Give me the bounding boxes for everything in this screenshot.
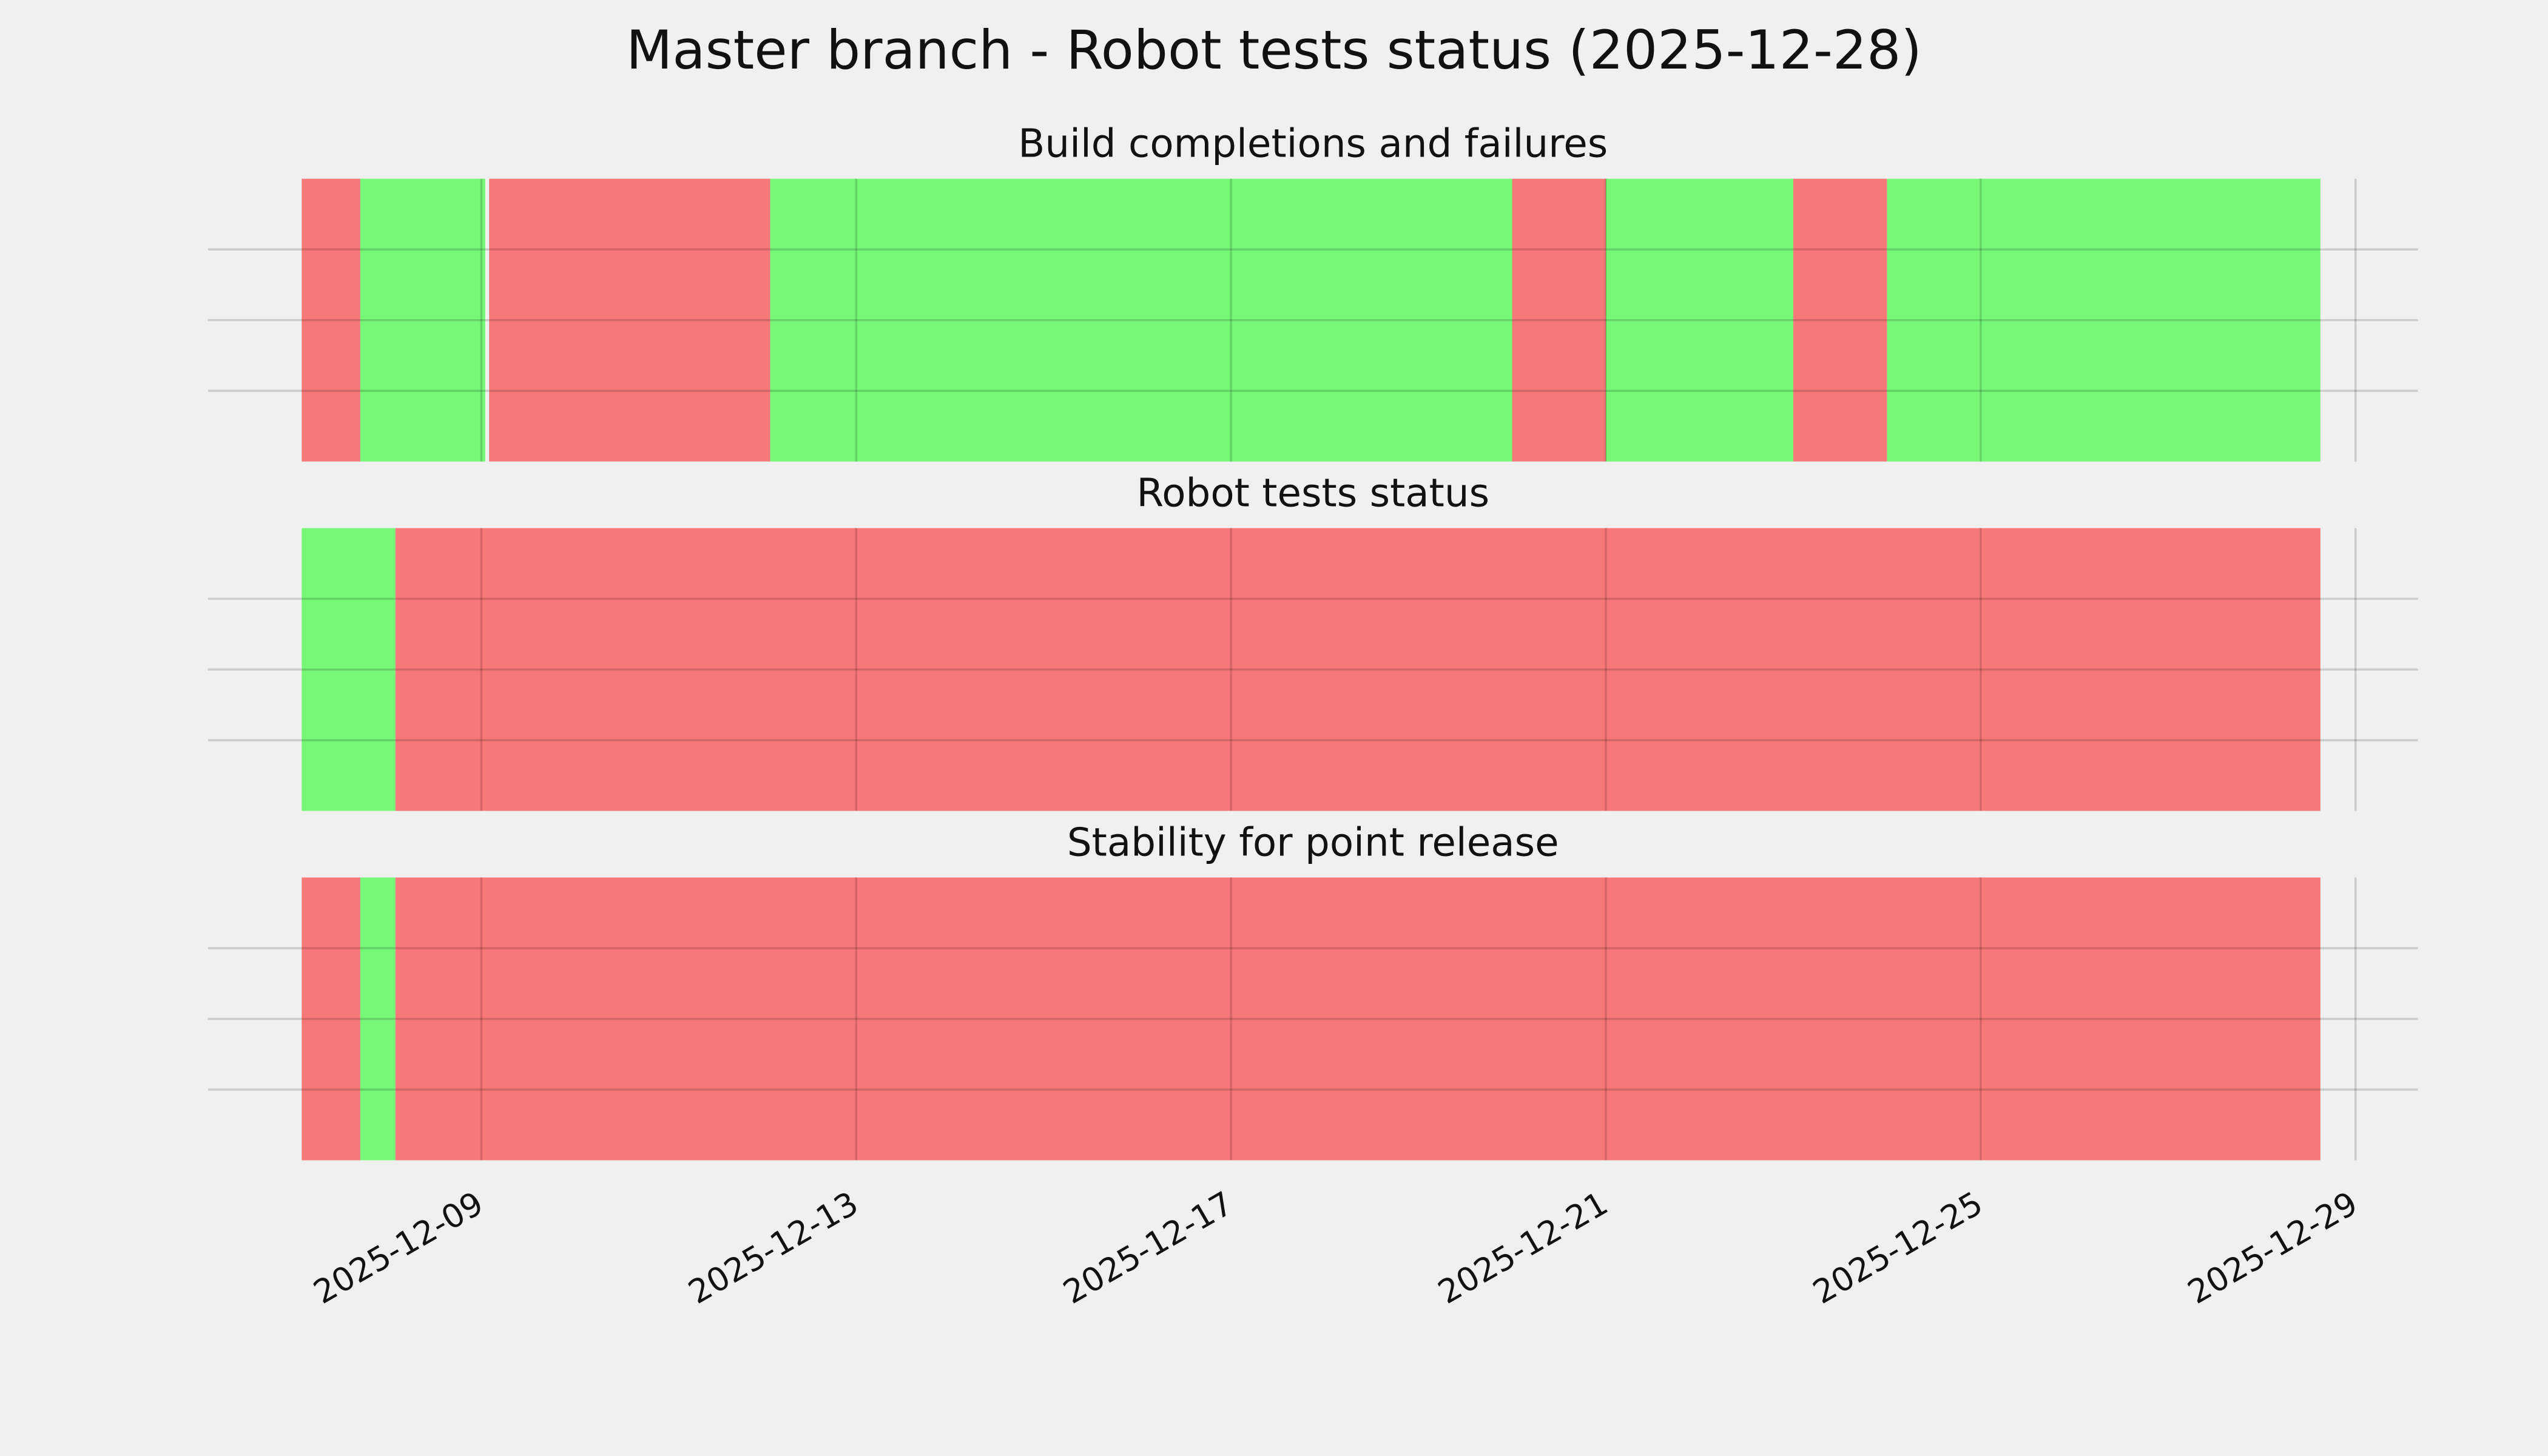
- status-span: [395, 877, 2320, 1161]
- panel-title: Robot tests status: [1136, 471, 1489, 516]
- panel-title: Stability for point release: [1067, 820, 1559, 865]
- status-span: [1512, 178, 1606, 462]
- status-span: [302, 178, 360, 462]
- status-span: [360, 178, 485, 462]
- panel-title: Build completions and failures: [1018, 121, 1608, 167]
- status-span: [395, 528, 2320, 811]
- status-span: [1887, 178, 2320, 462]
- status-span: [360, 877, 396, 1161]
- status-span: [1605, 178, 1793, 462]
- status-span: [302, 528, 396, 811]
- status-span: [770, 178, 1512, 462]
- status-span: [302, 877, 360, 1161]
- figure-title: Master branch - Robot tests status (2025…: [626, 19, 1922, 81]
- status-span: [1793, 178, 1887, 462]
- status-span: [489, 178, 770, 462]
